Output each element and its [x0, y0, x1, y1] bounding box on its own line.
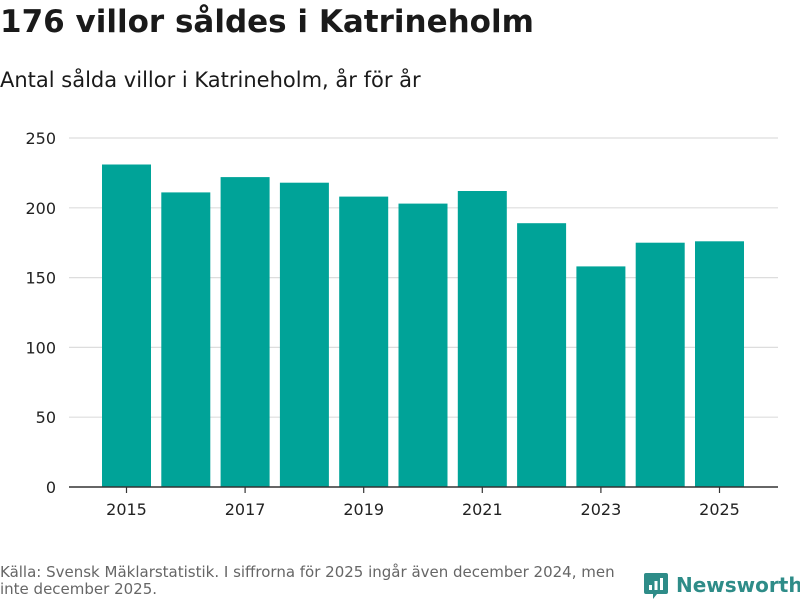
bars — [102, 164, 744, 488]
y-tick-label: 0 — [46, 478, 56, 497]
bar-2017[interactable] — [220, 177, 270, 487]
bar-2025[interactable] — [695, 241, 744, 487]
y-tick-label: 50 — [36, 408, 56, 427]
bar-2015[interactable] — [102, 164, 151, 488]
bar-2024[interactable] — [635, 242, 685, 487]
brand[interactable]: Newsworthy — [644, 570, 800, 600]
newsworthy-logo-icon — [644, 573, 668, 599]
y-tick-label: 100 — [25, 338, 56, 357]
axes — [69, 486, 778, 493]
x-tick-label: 2023 — [581, 500, 622, 519]
tick-labels: 0 50 100 150 200 250 2015 2017 2019 2021 2023 2025 — [25, 129, 739, 519]
bar-chart: 0 50 100 150 200 250 2015 2017 2019 2021 2023 2025 — [25, 129, 778, 519]
chart-subtitle: Antal sålda villor i Katrineholm, år för… — [0, 68, 421, 92]
x-tick-label: 2021 — [462, 500, 503, 519]
bar-2019[interactable] — [339, 196, 389, 487]
x-tick-label: 2015 — [106, 500, 147, 519]
bar-2016[interactable] — [161, 192, 211, 487]
y-tick-label: 200 — [25, 199, 56, 218]
bar-2021[interactable] — [457, 191, 507, 487]
x-tick-label: 2019 — [343, 500, 384, 519]
bar-2020[interactable] — [398, 203, 448, 487]
x-tick-label: 2025 — [699, 500, 740, 519]
bar-2018[interactable] — [279, 182, 329, 487]
bar-2023[interactable] — [576, 266, 626, 487]
y-tick-label: 150 — [25, 269, 56, 288]
x-tick-label: 2017 — [225, 500, 266, 519]
source-note: Källa: Svensk Mäklarstatistik. I siffror… — [0, 563, 615, 598]
bar-2022[interactable] — [517, 223, 567, 487]
brand-name: Newsworthy — [676, 573, 800, 597]
chart-title: 176 villor såldes i Katrineholm — [0, 4, 534, 40]
y-tick-label: 250 — [25, 129, 56, 148]
